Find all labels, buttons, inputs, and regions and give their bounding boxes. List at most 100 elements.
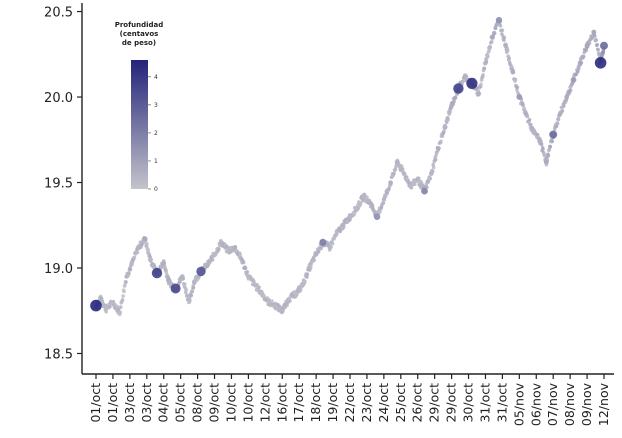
data-point [429,171,434,177]
data-point [452,100,456,104]
data-point [219,240,224,245]
data-point [122,289,126,294]
data-point [445,120,449,125]
color-legend: Profundidad (centavos de peso) 0 1 2 3 4 [115,21,164,193]
data-point [489,34,495,40]
x-tick-label: 05/oct [173,383,188,423]
data-point [273,303,278,308]
data-point [556,117,561,122]
data-point [118,305,123,309]
x-tick-label: 22/oct [342,383,357,423]
x-tick-label: 24/oct [376,383,391,423]
x-tick-label: 31/oct [494,383,509,423]
data-point [488,45,493,50]
legend-tick-label: 0 [154,186,158,193]
data-point [136,245,141,250]
data-point [110,300,115,305]
data-point [546,153,551,158]
data-point [393,167,398,171]
data-point [132,255,137,260]
data-point [594,57,607,69]
data-point [142,236,148,242]
data-point [239,257,244,262]
data-point [298,287,303,292]
data-point [482,66,487,71]
x-tick-label: 16/oct [274,383,289,423]
x-tick-label: 18/oct [308,383,323,423]
data-point [570,77,577,83]
x-tick-label: 08/nov [562,382,577,426]
x-tick-label: 26/oct [410,383,425,423]
data-point [161,260,166,266]
data-point [442,125,448,131]
data-point [550,139,554,144]
data-point [305,275,309,279]
data-point [243,266,248,271]
data-point [120,297,125,302]
data-points [94,19,606,317]
x-tick-label: 01/oct [105,383,120,423]
data-point [368,200,373,206]
x-tick-label: 29/oct [427,383,442,423]
data-point [187,300,192,305]
data-point [466,77,478,89]
data-point [581,54,586,59]
plot-area: 18.519.019.520.020.5 01/oct 01/oct 03/oct 0… [44,3,614,426]
data-point [505,48,510,53]
data-point [529,122,533,127]
data-point [462,74,468,79]
data-point [421,187,428,195]
data-point [577,66,581,71]
y-tick-label: 20.5 [44,6,73,21]
x-tick-label: 30/oct [461,383,476,423]
data-point [210,258,215,262]
data-point [395,159,400,165]
x-axis-ticks: 01/oct 01/oct 03/oct 03/oct 04/oct 05/oct 08/o… [88,374,611,426]
data-point [127,271,131,276]
data-point [479,82,483,87]
data-point [104,307,109,311]
data-point [232,245,238,250]
data-point [164,270,169,275]
data-point [117,310,122,315]
data-point [495,16,503,24]
data-point [490,39,494,44]
x-tick-label: 07/nov [545,382,560,426]
data-point [476,91,482,96]
data-point [481,73,485,77]
data-point [576,69,580,74]
data-point [90,299,102,312]
data-point [577,60,583,66]
data-point [128,267,133,272]
data-point [381,197,387,202]
data-point [498,24,503,28]
data-point [257,285,261,290]
legend-title-line-3: de peso) [122,39,156,47]
data-point [170,283,181,294]
data-point [564,94,570,100]
data-point [307,265,312,271]
data-point [226,248,231,253]
x-tick-label: 17/oct [291,383,306,423]
data-point [286,296,292,301]
legend-tick-label: 4 [154,74,158,81]
data-point [123,283,127,287]
data-point [190,289,195,294]
data-point [270,299,274,303]
data-point [516,94,523,100]
data-point [381,201,386,205]
legend-tick-label: 2 [154,130,158,137]
data-point [593,34,597,38]
data-point [385,191,390,195]
data-point [305,272,310,277]
data-point [352,212,357,216]
data-point [253,283,258,288]
data-point [313,252,319,257]
x-tick-label: 25/oct [393,383,408,423]
data-point [245,270,250,274]
data-point [434,153,438,158]
data-point [433,157,438,162]
data-point [166,279,172,285]
data-point [487,48,492,53]
